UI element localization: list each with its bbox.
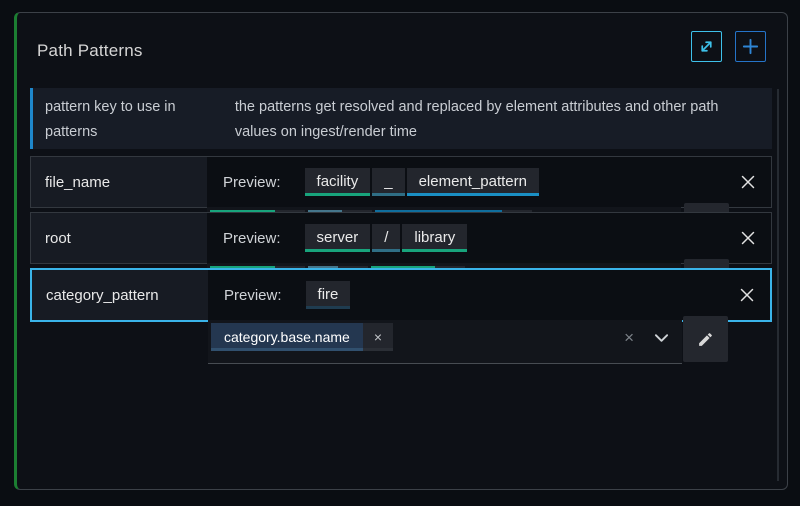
remove-row-button[interactable]	[737, 171, 759, 193]
info-description-text: the patterns get resolved and replaced b…	[234, 99, 719, 140]
expand-button[interactable]	[691, 31, 722, 62]
tag-chip: category.base.name ×	[211, 323, 394, 351]
preview-label: Preview:	[223, 229, 281, 247]
info-key-text: pattern key to use in patterns	[45, 99, 176, 140]
preview-chip: element_pattern	[406, 168, 539, 196]
plus-icon	[741, 37, 760, 56]
preview-chip: /	[372, 224, 401, 252]
scrollbar-track[interactable]	[777, 89, 779, 481]
preview-chip: library	[402, 224, 468, 252]
tag-remove-button[interactable]: ×	[362, 323, 394, 351]
header-buttons	[691, 31, 766, 62]
pattern-row-header: file_name Preview: facility _ element_patt…	[31, 157, 771, 207]
preview-chips: server / library	[304, 224, 468, 252]
edit-pattern-button[interactable]	[683, 316, 728, 362]
remove-row-button[interactable]	[737, 227, 759, 249]
close-icon	[739, 229, 757, 247]
pattern-row: file_name Preview: facility _ element_patt…	[30, 156, 772, 280]
remove-row-button[interactable]	[736, 284, 758, 306]
pattern-key-field[interactable]: category_pattern	[32, 270, 208, 320]
pattern-key-field[interactable]: root	[31, 213, 207, 263]
panel-header: Path Patterns	[17, 13, 787, 77]
pencil-icon	[697, 331, 714, 348]
pattern-key-field[interactable]: file_name	[31, 157, 207, 207]
clear-tags-icon[interactable]: ×	[624, 328, 634, 347]
chevron-down-icon[interactable]	[654, 333, 669, 343]
pattern-key-label: root	[45, 229, 71, 247]
preview-chip: server	[304, 224, 371, 252]
add-pattern-button[interactable]	[735, 31, 766, 62]
preview-chip: _	[372, 168, 405, 196]
pattern-row-header: category_pattern Preview: fire	[32, 270, 770, 320]
tag-input-field[interactable]: category.base.name × ×	[208, 320, 682, 364]
diagonal-resize-icon	[698, 38, 715, 55]
preview-chip: facility	[304, 168, 371, 196]
preview-chips: fire	[305, 281, 351, 309]
info-banner: pattern key to use in patterns the patte…	[30, 88, 772, 149]
preview-chips: facility _ element_pattern	[304, 168, 539, 196]
pattern-key-label: category_pattern	[46, 286, 159, 304]
pattern-row-header: root Preview: server / library	[31, 213, 771, 263]
pattern-rows: file_name Preview: facility _ element_patt…	[30, 156, 772, 364]
page-title: Path Patterns	[37, 41, 143, 60]
pattern-key-label: file_name	[45, 173, 111, 191]
tag-chip-label: category.base.name	[211, 323, 363, 351]
pattern-row: category_pattern Preview: fire category.…	[30, 268, 772, 364]
preview-chip: fire	[305, 281, 351, 309]
pattern-row: root Preview: server/library server×/×li…	[30, 212, 772, 307]
tag-list: category.base.name ×	[211, 323, 682, 351]
path-patterns-panel: Path Patterns pattern key to use in patt…	[14, 12, 788, 490]
close-icon	[738, 286, 756, 304]
preview-label: Preview:	[223, 173, 281, 191]
close-icon	[739, 173, 757, 191]
preview-label: Preview:	[224, 286, 282, 304]
